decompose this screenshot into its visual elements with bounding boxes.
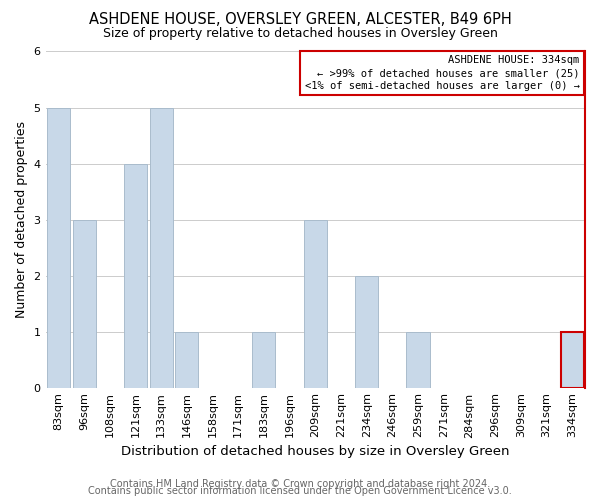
Text: ASHDENE HOUSE: 334sqm
← >99% of detached houses are smaller (25)
<1% of semi-det: ASHDENE HOUSE: 334sqm ← >99% of detached… bbox=[305, 55, 580, 92]
Bar bbox=[149, 108, 173, 388]
Bar bbox=[304, 220, 327, 388]
Bar bbox=[73, 220, 95, 388]
X-axis label: Distribution of detached houses by size in Oversley Green: Distribution of detached houses by size … bbox=[121, 444, 509, 458]
Bar bbox=[47, 108, 70, 388]
Bar bbox=[124, 164, 147, 388]
Y-axis label: Number of detached properties: Number of detached properties bbox=[15, 121, 28, 318]
Text: Contains HM Land Registry data © Crown copyright and database right 2024.: Contains HM Land Registry data © Crown c… bbox=[110, 479, 490, 489]
Bar bbox=[560, 332, 584, 388]
Bar bbox=[175, 332, 199, 388]
Text: ASHDENE HOUSE, OVERSLEY GREEN, ALCESTER, B49 6PH: ASHDENE HOUSE, OVERSLEY GREEN, ALCESTER,… bbox=[89, 12, 511, 28]
Bar bbox=[355, 276, 378, 388]
Bar bbox=[406, 332, 430, 388]
Text: Size of property relative to detached houses in Oversley Green: Size of property relative to detached ho… bbox=[103, 28, 497, 40]
Text: Contains public sector information licensed under the Open Government Licence v3: Contains public sector information licen… bbox=[88, 486, 512, 496]
Bar bbox=[253, 332, 275, 388]
